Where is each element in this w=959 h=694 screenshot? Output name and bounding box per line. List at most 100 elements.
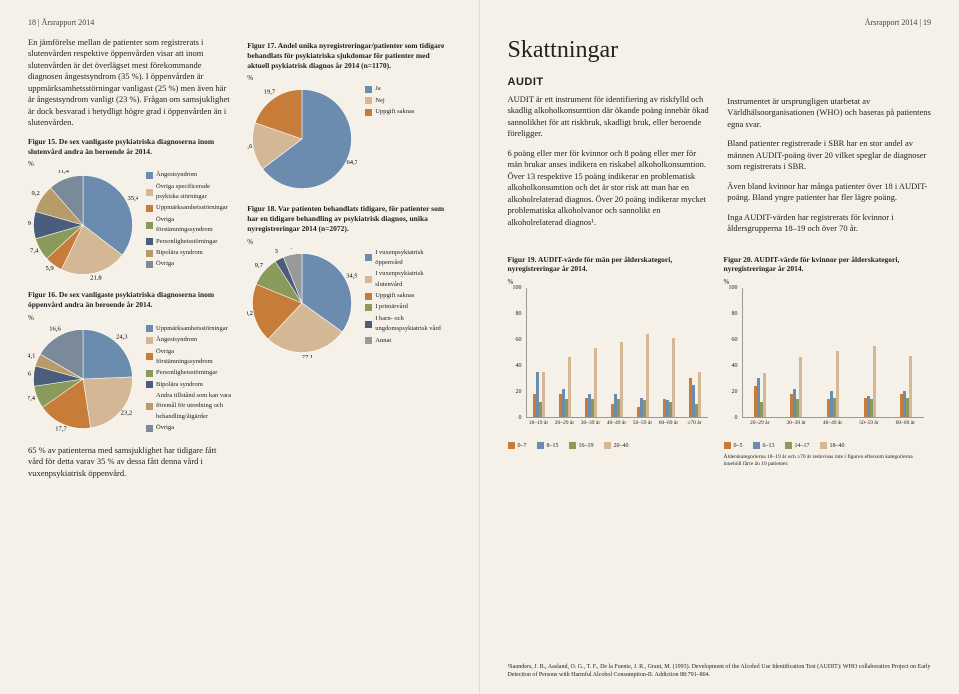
pie-slice-label: 24,3 [116, 333, 128, 340]
y-axis: 020406080100 [724, 288, 740, 418]
legend-label: I barn- och ungdomspsykiatrisk vård [375, 314, 450, 335]
legend-item: Personlighetsstörningar [146, 237, 231, 247]
bar [594, 348, 597, 417]
legend-item: Uppmärksamhetsstörningar [146, 203, 231, 213]
bar [799, 357, 802, 417]
legend-label: Andra tillstånd som kan vara föremål för… [156, 391, 231, 422]
legend-item: 18–40 [820, 442, 845, 449]
legend-item: Övriga [146, 423, 231, 433]
legend-label: Personlighetsstörningar [156, 237, 217, 247]
legend-swatch [146, 261, 153, 268]
legend-swatch [365, 254, 372, 261]
fig15-title: Figur 15. De sex vanligaste psykiatriska… [28, 137, 231, 157]
legend-item: I primärvård [365, 302, 450, 312]
p6: Inga AUDIT-värden har registrerats för k… [727, 212, 931, 235]
legend-label: Uppgift saknas [375, 107, 414, 117]
legend-swatch [365, 293, 372, 300]
legend-item: Bipolära syndrom [146, 248, 231, 258]
bar [909, 356, 912, 417]
y-tick: 0 [735, 415, 738, 421]
legend-item: Ja [365, 84, 414, 94]
pie-slice-label: 8,9 [28, 220, 32, 227]
legend-swatch [146, 172, 153, 179]
legend-label: I vuxenpsykiatrisk öppenvård [375, 248, 450, 269]
legend-item: 16–19 [569, 442, 594, 449]
legend-item: 8–15 [537, 442, 559, 449]
fig18-pie: 34,927,119,29,736,1 [247, 248, 357, 358]
y-tick: 20 [516, 389, 522, 395]
intro-text: En jämförelse mellan de patienter som re… [28, 37, 231, 129]
legend-label: I primärvård [375, 302, 408, 312]
fig19-legend: 0–7 8–15 16–19 20–40 [508, 442, 708, 450]
legend-swatch [146, 381, 153, 388]
header-left: 18 | Årsrapport 2014 [28, 18, 451, 27]
bar [672, 338, 675, 417]
legend-item: I vuxenpsykiatrisk öppenvård [365, 248, 450, 269]
legend-item: 0–7 [508, 442, 527, 449]
pie-slice-label: 11,4 [58, 170, 70, 174]
p5: Även bland kvinnor har många patienter ö… [727, 181, 931, 204]
legend-item: I barn- och ungdomspsykiatrisk vård [365, 314, 450, 335]
legend-item: Övriga förstämningssyndrom [146, 215, 231, 236]
legend-label: Ja [375, 84, 380, 94]
bar [836, 351, 839, 417]
legend-swatch [146, 403, 153, 410]
legend-label: Uppmärksamhetsstörningar [156, 203, 228, 213]
bar [873, 346, 876, 418]
x-tick: 18–19 år [526, 420, 552, 438]
x-tick: 60–69 år [656, 420, 682, 438]
h1-skattningar: Skattningar [508, 37, 932, 64]
header-right: Årsrapport 2014 | 19 [508, 18, 932, 27]
fig16-title: Figur 16. De sex vanligaste psykiatriska… [28, 290, 231, 310]
pie-slice-label: 4,1 [28, 352, 35, 359]
pie-slice-label: 27,1 [302, 353, 314, 357]
x-tick: 20–29 år [742, 420, 778, 438]
legend-item: Uppgift saknas [365, 107, 414, 117]
pie-slice-label: 19,7 [264, 89, 276, 96]
legend-label: 20–40 [614, 443, 629, 449]
legend-swatch [604, 442, 611, 449]
fig20-legend: 0–56–1314–1718–40 [724, 442, 932, 450]
legend-swatch [365, 86, 372, 93]
legend-item: I vuxenpsykiatrisk slutenvård [365, 269, 450, 290]
legend-item: Bipolära syndrom [146, 380, 231, 390]
fig15-pct: % [28, 160, 231, 168]
bar-group [743, 373, 778, 417]
legend-swatch [146, 189, 153, 196]
legend-item: Nej [365, 96, 414, 106]
left-col-2: Figur 17. Andel unika nyregistreringar/p… [247, 37, 450, 487]
left-col-1: En jämförelse mellan de patienter som re… [28, 37, 231, 487]
bar-group [889, 356, 924, 417]
legend-item: Övriga förstämningssyndrom [146, 347, 231, 368]
legend-label: Annat [375, 336, 391, 346]
pie-slice-label: 19,2 [247, 309, 253, 316]
p1: AUDIT är ett instrument för identifierin… [508, 94, 712, 140]
x-tick: 40–49 år [814, 420, 850, 438]
legend-label: 18–40 [830, 443, 845, 449]
fig18-title: Figur 18. Var patienten behandlats tidig… [247, 204, 450, 233]
bar-group [605, 342, 629, 417]
legend-item: Andra tillstånd som kan vara föremål för… [146, 391, 231, 422]
legend-swatch [365, 321, 372, 328]
legend-swatch [146, 325, 153, 332]
pie-slice-label: 15,6 [247, 143, 253, 150]
legend-swatch [146, 353, 153, 360]
legend-swatch [569, 442, 576, 449]
legend-label: Ångestsyndrom [156, 170, 197, 180]
pie-slice-label: 23,2 [121, 409, 133, 416]
bar-group [657, 338, 681, 417]
fig15-wrap: 35,421,85,97,48,99,211,4 Ångestsyndrom Öv… [28, 170, 231, 280]
legend-label: 8–15 [547, 443, 559, 449]
pie-slice-label: 6,1 [287, 248, 295, 250]
legend-item: 6–13 [753, 442, 775, 449]
fig16-wrap: 24,323,217,77,46,64,116,6 Uppmärksamhets… [28, 324, 231, 435]
p3: Instrumentet är ursprungligen utarbetat … [727, 96, 931, 130]
pie-slice-label: 64,7 [347, 159, 358, 166]
fig15-pie: 35,421,85,97,48,99,211,4 [28, 170, 138, 280]
para2: 65 % av patienterna med samsjuklighet ha… [28, 445, 231, 479]
legend-label: 0–5 [734, 443, 743, 449]
left-columns: En jämförelse mellan de patienter som re… [28, 37, 451, 487]
x-axis: 20–29 år30–39 år40–49 år50–59 år60–69 år [742, 420, 924, 438]
legend-swatch [146, 238, 153, 245]
fig20-note: Ålderskategorierna 18–19 år och ≥70 år r… [724, 454, 932, 467]
